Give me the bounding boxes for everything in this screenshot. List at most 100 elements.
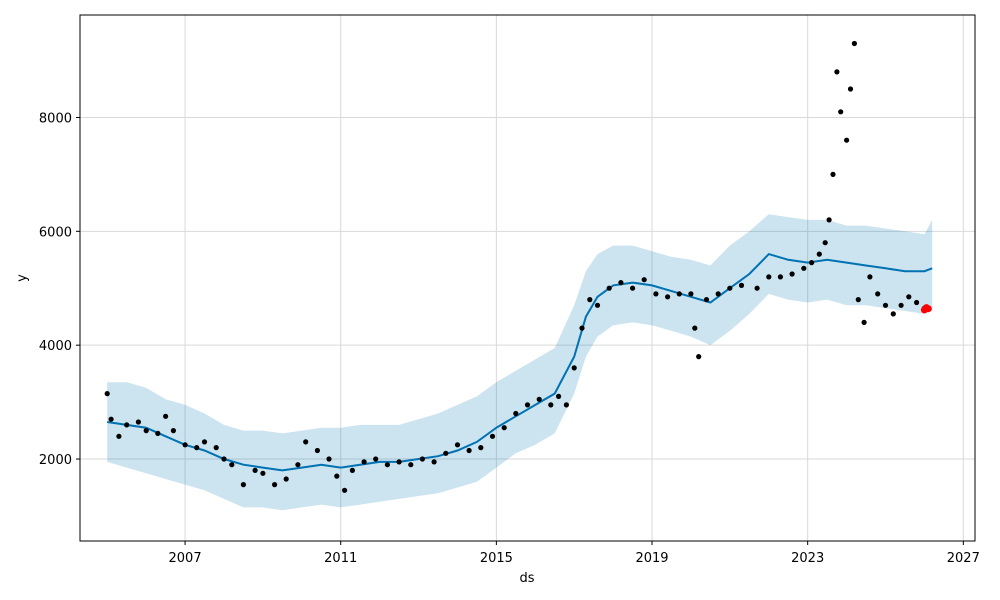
- observed-point: [303, 439, 309, 445]
- observed-point: [240, 482, 246, 488]
- observed-point: [898, 302, 904, 308]
- observed-point: [116, 433, 122, 439]
- y-axis-label: y: [15, 274, 30, 282]
- observed-point: [143, 428, 149, 434]
- x-tick-label: 2023: [791, 551, 824, 566]
- observed-point: [777, 274, 784, 280]
- observed-point: [342, 487, 348, 493]
- observed-point: [830, 171, 836, 177]
- observed-point: [104, 391, 110, 397]
- observed-points-layer: [104, 40, 928, 493]
- observed-point: [478, 445, 484, 451]
- observed-point: [182, 442, 188, 448]
- observed-point: [155, 430, 161, 436]
- forecast-line: [107, 252, 933, 472]
- observed-point: [703, 297, 710, 303]
- observed-point: [419, 456, 425, 462]
- observed-point: [826, 217, 832, 223]
- observed-point: [618, 280, 624, 286]
- observed-point: [194, 445, 200, 451]
- observed-point: [665, 294, 671, 300]
- observed-point: [295, 462, 301, 468]
- observed-point: [696, 354, 702, 360]
- observed-point: [766, 274, 772, 280]
- y-tick-label: 8000: [39, 111, 72, 126]
- observed-point: [563, 402, 570, 408]
- observed-point: [754, 285, 760, 291]
- observed-point: [408, 462, 414, 468]
- observed-point: [108, 416, 114, 422]
- observed-point: [844, 137, 850, 143]
- observed-point: [135, 419, 141, 425]
- observed-point: [630, 285, 636, 291]
- observed-point: [738, 282, 745, 288]
- observed-point: [855, 297, 861, 303]
- observed-point: [653, 291, 659, 297]
- observed-point: [124, 422, 130, 428]
- x-tick-label: 2015: [480, 551, 513, 566]
- observed-point: [727, 285, 733, 291]
- y-tick-label: 2000: [39, 453, 72, 468]
- forecast-point: [924, 305, 932, 313]
- observed-point: [914, 299, 920, 306]
- observed-point: [524, 402, 531, 408]
- observed-point: [384, 462, 390, 468]
- observed-point: [163, 413, 169, 419]
- observed-point: [851, 40, 858, 47]
- forecast-line-layer: [107, 252, 933, 472]
- observed-point: [272, 482, 278, 488]
- observed-point: [314, 447, 320, 454]
- x-tick-label: 2019: [635, 551, 668, 566]
- observed-point: [875, 291, 881, 297]
- observed-point: [882, 302, 889, 308]
- y-axis-ticks: 2000 4000 6000 8000: [39, 111, 80, 468]
- observed-point: [326, 456, 332, 462]
- observed-point: [809, 260, 815, 266]
- x-tick-label: 2027: [947, 551, 980, 566]
- highlight-points-layer: [920, 304, 932, 314]
- y-tick-label: 6000: [39, 225, 72, 240]
- uncertainty-band: [107, 214, 933, 511]
- observed-point: [789, 271, 795, 277]
- observed-point: [513, 410, 519, 417]
- observed-point: [822, 240, 828, 246]
- observed-point: [571, 365, 577, 371]
- observed-point: [221, 456, 227, 462]
- observed-point: [594, 302, 601, 308]
- observed-point: [252, 467, 258, 473]
- observed-point: [587, 297, 593, 303]
- observed-point: [801, 265, 807, 271]
- observed-point: [536, 396, 542, 402]
- x-axis-ticks: 2007 2011 2015 2019 2023 2027: [169, 541, 980, 566]
- y-tick-label: 4000: [39, 339, 72, 354]
- observed-point: [548, 402, 554, 408]
- observed-point: [688, 291, 694, 297]
- observed-point: [170, 428, 176, 434]
- observed-point: [890, 311, 896, 317]
- observed-point: [838, 109, 844, 115]
- observed-point: [396, 459, 402, 465]
- observed-point: [906, 294, 912, 300]
- observed-point: [229, 462, 235, 468]
- observed-point: [641, 277, 647, 283]
- x-axis-label: ds: [519, 571, 534, 586]
- observed-point: [834, 69, 840, 75]
- x-tick-label: 2011: [324, 551, 357, 566]
- observed-point: [260, 470, 266, 476]
- observed-point: [692, 325, 698, 331]
- observed-point: [847, 86, 854, 92]
- grid-layer: [80, 15, 975, 541]
- plot-frame: [79, 14, 976, 542]
- observed-point: [466, 447, 472, 454]
- observed-point: [201, 439, 208, 445]
- observed-point: [606, 285, 612, 291]
- observed-point: [715, 291, 721, 297]
- observed-point: [489, 433, 496, 439]
- plot-background: [80, 15, 975, 541]
- observed-point: [213, 445, 219, 451]
- observed-point: [431, 459, 437, 465]
- observed-point: [454, 442, 461, 448]
- observed-point: [501, 425, 507, 431]
